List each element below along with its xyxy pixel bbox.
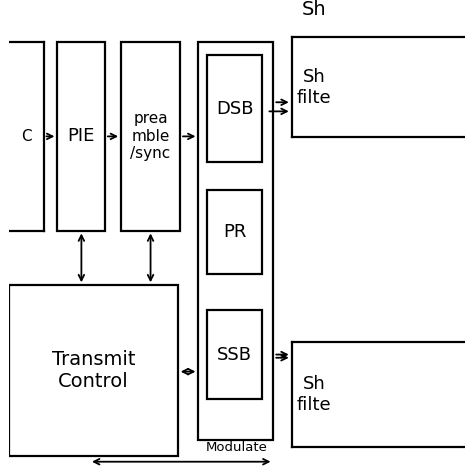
Bar: [208, 310, 262, 399]
Text: PIE: PIE: [67, 127, 95, 145]
Bar: [121, 42, 180, 230]
Bar: [208, 55, 262, 162]
Text: C: C: [21, 128, 32, 144]
Text: Transmit
Control: Transmit Control: [52, 350, 136, 391]
Text: Modulate: Modulate: [206, 441, 268, 454]
Text: SSB: SSB: [217, 346, 252, 364]
Text: DSB: DSB: [216, 100, 254, 118]
Text: PR: PR: [223, 223, 246, 241]
Text: Sh
filte: Sh filte: [297, 68, 332, 107]
Bar: [57, 42, 105, 230]
Text: Sh: Sh: [302, 0, 327, 19]
Bar: [198, 42, 273, 440]
Bar: [208, 190, 262, 274]
Text: prea
mble
/sync: prea mble /sync: [130, 111, 171, 161]
Text: Sh
filte: Sh filte: [297, 375, 332, 414]
Bar: [9, 285, 178, 456]
